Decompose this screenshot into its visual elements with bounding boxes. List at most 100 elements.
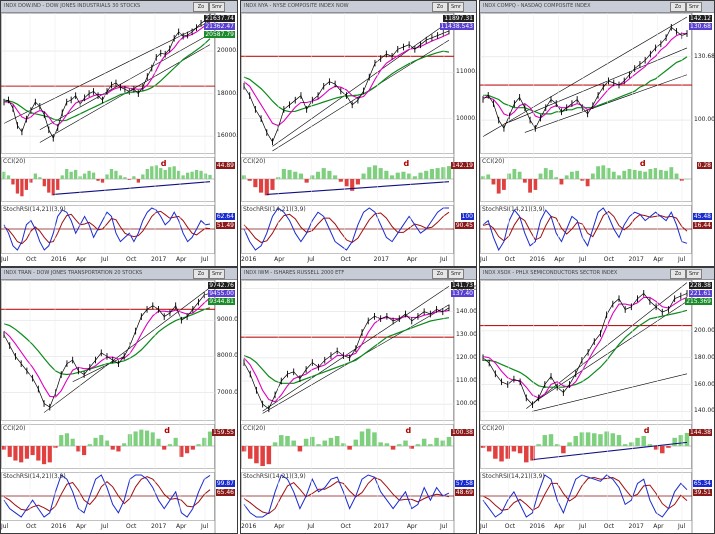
trend-line	[72, 356, 125, 383]
chart-panel-nasdaq: d INDX COMPQ - NASDAQ COMPOSITE INDEX Zo Sm…	[479, 0, 715, 267]
cci-bar	[150, 432, 155, 446]
chart-svg-nyse: d	[241, 13, 455, 266]
cci-bar	[598, 434, 603, 446]
cci-bar	[554, 444, 560, 446]
x-tick-label: 2016	[241, 523, 257, 530]
price-tag: 142.12	[689, 15, 712, 22]
ma-fast-line	[4, 21, 211, 127]
stoch-value-tag: 65.34	[692, 480, 712, 487]
cci-bar	[585, 432, 591, 446]
small-button[interactable]: Smr	[448, 2, 464, 12]
cci-bar	[575, 170, 580, 179]
price-tick-label: 11000.00	[456, 68, 477, 76]
small-button[interactable]: Smr	[209, 2, 225, 12]
cci-bar	[254, 446, 259, 464]
cci-bar	[480, 446, 486, 448]
price-tag: 141.73	[451, 282, 474, 289]
price-tag: 215.369	[685, 298, 712, 305]
cci-bar	[610, 433, 616, 446]
cci-bar	[397, 444, 402, 446]
zoom-button[interactable]: Zo	[670, 269, 686, 279]
price-tick-label: 10000.00	[456, 114, 477, 122]
price-tag: 130.68	[689, 23, 712, 30]
cci-bar	[7, 446, 12, 457]
cci-bar	[601, 165, 606, 179]
trend-line	[526, 282, 688, 409]
zoom-button[interactable]: Zo	[193, 269, 209, 279]
cci-bar	[653, 446, 659, 450]
cci-bar	[247, 446, 253, 459]
cci-bar	[127, 179, 132, 180]
zoom-button[interactable]: Zo	[432, 2, 448, 12]
cci-bar	[334, 436, 340, 446]
cci-bar	[29, 179, 33, 183]
cci-bar	[580, 179, 585, 181]
cci-bar	[353, 439, 359, 446]
cci-bar	[177, 170, 181, 179]
zoom-button[interactable]: Zo	[432, 269, 448, 279]
cci-bar	[281, 169, 286, 179]
cci-bar	[407, 173, 412, 179]
ma-fast-line	[482, 296, 688, 399]
cci-bar	[1, 446, 7, 450]
cci-bar	[415, 444, 421, 446]
price-line	[3, 292, 211, 408]
x-tick-label: Apr	[406, 256, 418, 263]
price-tag: 9455.00	[208, 290, 235, 297]
pane-frame	[241, 157, 454, 202]
small-button[interactable]: Smr	[209, 269, 225, 279]
cci-bar	[493, 446, 498, 459]
stoch-value-tag: 16.44	[692, 222, 712, 229]
stoch-label: StochRSI(14,21)(3,9)	[482, 206, 545, 213]
cci-bar	[30, 446, 35, 456]
x-tick-label: Jul	[101, 523, 109, 530]
cci-bar	[638, 170, 642, 179]
cci-value-tag: 44.89	[215, 162, 235, 169]
chart-svg-russell: d	[241, 280, 455, 533]
pane-frame	[241, 424, 454, 469]
cci-bar	[87, 170, 91, 179]
price-line	[482, 26, 688, 130]
cci-bar	[579, 432, 585, 446]
divergence-annotation: d	[403, 159, 409, 168]
cci-bar	[91, 172, 96, 179]
price-tick-label: 16000.00	[217, 132, 238, 140]
x-tick-label: Jul	[101, 256, 109, 263]
cci-bar	[144, 430, 150, 446]
cci-bar	[19, 446, 24, 463]
cci-bar	[389, 175, 395, 179]
x-tick-label: 2017	[151, 523, 167, 530]
pane-frame	[480, 424, 692, 469]
cci-bar	[303, 438, 309, 446]
x-tick-label: Apr	[176, 256, 187, 263]
zoom-button[interactable]: Zo	[670, 2, 686, 12]
cci-bar	[6, 175, 11, 179]
chart-panel-transports: d INDX TRAN - DOW JONES TRANSPORTATION 20…	[0, 267, 238, 534]
small-button[interactable]: Smr	[686, 269, 702, 279]
cci-bar	[162, 446, 167, 450]
cci-bar	[136, 179, 140, 183]
cci-bar	[365, 428, 371, 446]
zoom-button[interactable]: Zo	[193, 2, 209, 12]
x-tick-label: Apr	[274, 256, 285, 263]
chart-title: INDX XSOX - PHLX SEMICONDUCTORS SECTOR I…	[480, 268, 714, 280]
x-tick-label: Jul	[678, 523, 686, 530]
cci-bar	[486, 174, 491, 179]
cci-bar	[378, 442, 383, 446]
cci-bar	[403, 440, 408, 446]
price-line	[3, 16, 211, 140]
chart-title: INDX TRAN - DOW JONES TRANSPORTATION 20 …	[1, 268, 237, 280]
cci-bar	[538, 173, 543, 179]
small-button[interactable]: Smr	[448, 269, 464, 279]
cci-bar	[635, 437, 640, 446]
price-tag: 11438.543	[439, 23, 474, 30]
cci-bar	[87, 444, 92, 446]
cci-bar	[632, 169, 637, 179]
small-button[interactable]: Smr	[686, 2, 702, 12]
price-tick-label: 110.00	[456, 377, 477, 385]
cci-bar	[190, 446, 195, 450]
cci-bar	[341, 443, 346, 446]
cci-bar	[384, 443, 390, 446]
cci-bar	[51, 179, 55, 196]
price-tag: 21362.47	[204, 23, 235, 30]
